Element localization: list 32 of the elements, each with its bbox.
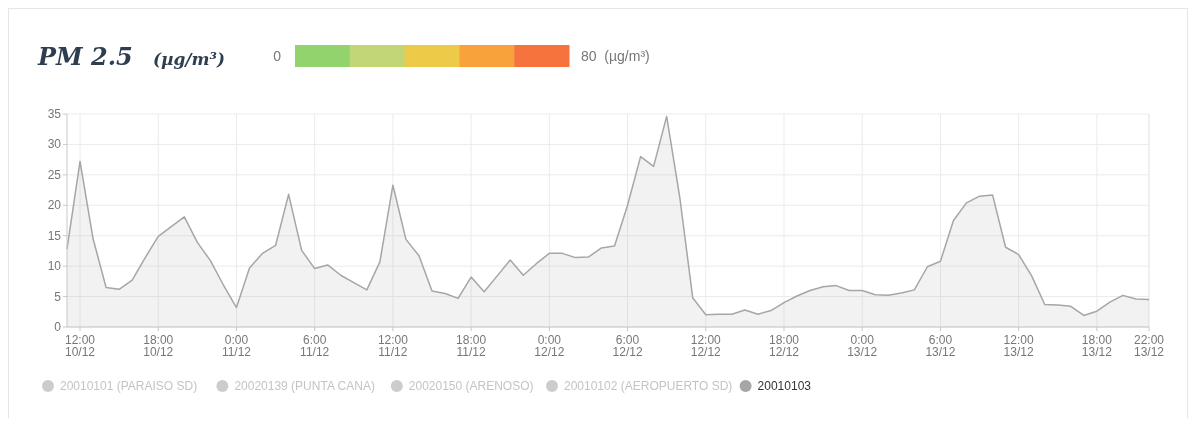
chart-subtitle: (µg/m³) bbox=[153, 49, 226, 69]
x-tick-label: 6:00 13/12 bbox=[925, 333, 956, 359]
x-tick-label: 12:00 12/12 bbox=[690, 333, 722, 359]
y-tick-label: 25 bbox=[47, 167, 62, 182]
legend-label: 20010102 (AEROPUERTO SD) bbox=[564, 379, 733, 393]
y-tick-label: 35 bbox=[47, 107, 62, 121]
x-tick-label: 18:00 10/12 bbox=[143, 333, 174, 359]
legend-label: 20020150 (ARENOSO) bbox=[408, 379, 534, 393]
x-tick-label: 0:00 13/12 bbox=[847, 333, 878, 359]
y-tick-label: 0 bbox=[54, 320, 62, 334]
x-tick-label: 0:00 12/12 bbox=[534, 333, 565, 359]
x-tick-label: 18:00 12/12 bbox=[768, 333, 800, 359]
text: 0 bbox=[273, 48, 282, 64]
y-tick-label: 30 bbox=[47, 137, 62, 152]
x-tick-label: 0:00 11/12 bbox=[221, 333, 252, 359]
y-tick-label: 10 bbox=[47, 259, 62, 274]
x-tick-label: 6:00 11/12 bbox=[300, 333, 330, 359]
legend-label: 20010103 bbox=[757, 379, 812, 393]
chart-title: PM 2.5 bbox=[37, 42, 133, 71]
x-tick-label: 12:00 13/12 bbox=[1003, 333, 1034, 359]
x-tick-label: 12:00 10/12 bbox=[65, 333, 96, 359]
x-tick-label: 6:00 12/12 bbox=[612, 333, 643, 359]
text: 80 (µg/m³) bbox=[581, 48, 650, 64]
y-tick-label: 20 bbox=[47, 198, 62, 213]
legend-label: 20010101 (PARAISO SD) bbox=[60, 379, 198, 393]
x-tick-label: 18:00 13/12 bbox=[1081, 333, 1113, 359]
legend-label: 20020139 (PUNTA CANA) bbox=[234, 379, 375, 393]
y-tick-label: 5 bbox=[54, 289, 62, 304]
x-tick-label: 12:00 11/12 bbox=[377, 333, 409, 359]
x-tick-label: 18:00 11/12 bbox=[456, 333, 487, 359]
y-tick-label: 15 bbox=[47, 228, 62, 243]
x-tick-label: 22:00 13/12 bbox=[1133, 333, 1165, 359]
